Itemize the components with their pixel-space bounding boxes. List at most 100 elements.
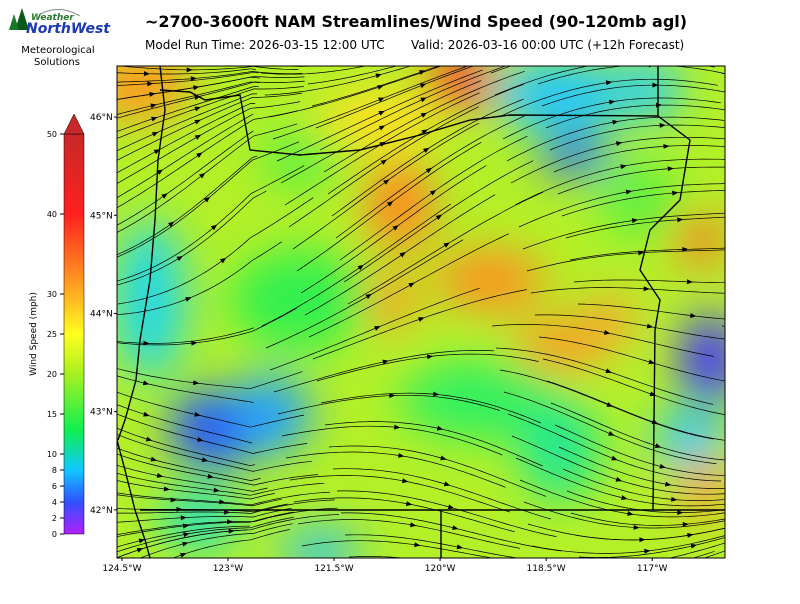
streamline-arrow bbox=[183, 532, 190, 538]
streamline bbox=[117, 511, 294, 537]
streamline bbox=[515, 457, 725, 507]
streamline-arrow bbox=[405, 501, 413, 507]
streamline bbox=[793, 421, 800, 469]
streamline bbox=[557, 166, 725, 195]
streamline-arrow bbox=[201, 457, 209, 463]
title: ~2700-3600ft NAM Streamlines/Wind Speed … bbox=[145, 12, 687, 31]
streamline bbox=[343, 160, 534, 283]
streamline-arrow bbox=[633, 524, 640, 530]
streamline bbox=[789, 400, 800, 447]
streamline-arrow bbox=[151, 131, 159, 137]
streamline-arrow bbox=[671, 496, 678, 502]
streamline bbox=[312, 289, 527, 360]
streamline-arrow bbox=[646, 323, 654, 329]
streamline-arrow bbox=[682, 521, 689, 527]
logo: Weather NorthWest Meteorological Solutio… bbox=[9, 8, 111, 68]
streamline bbox=[566, 490, 725, 513]
streamline bbox=[117, 130, 254, 226]
logo-word: NorthWest bbox=[26, 21, 111, 37]
streamline bbox=[117, 525, 250, 548]
streamline bbox=[117, 165, 305, 282]
streamline bbox=[117, 80, 305, 119]
streamline-arrow bbox=[378, 110, 385, 116]
streamline-arrow bbox=[386, 201, 394, 207]
streamline bbox=[311, 66, 441, 107]
streamlines bbox=[117, 44, 800, 558]
streamline bbox=[260, 66, 368, 75]
streamline bbox=[534, 314, 725, 340]
lon-label: 123°W bbox=[213, 564, 244, 574]
streamline bbox=[491, 324, 714, 357]
streamline-arrow bbox=[193, 85, 200, 91]
streamline-arrow bbox=[142, 380, 150, 386]
streamline bbox=[297, 519, 520, 549]
streamline-arrow bbox=[156, 169, 164, 175]
streamline bbox=[541, 84, 725, 107]
streamline bbox=[578, 537, 725, 558]
streamline bbox=[776, 114, 800, 135]
lon-label: 117°W bbox=[637, 564, 668, 574]
colorbar-extend bbox=[63, 113, 85, 135]
streamline-arrow bbox=[667, 166, 674, 172]
streamline bbox=[796, 157, 800, 238]
streamline bbox=[292, 122, 480, 250]
streamline bbox=[494, 66, 715, 96]
colorbar-tick-label: 0 bbox=[52, 530, 57, 539]
streamline bbox=[261, 203, 451, 327]
streamline bbox=[172, 529, 290, 558]
streamline-arrow bbox=[603, 66, 604, 67]
streamline-arrow bbox=[414, 542, 421, 548]
colorbar-label: Wind Speed (mph) bbox=[29, 292, 39, 376]
streamline-arrow bbox=[421, 129, 428, 135]
streamline bbox=[117, 103, 256, 174]
streamline bbox=[117, 155, 258, 256]
streamline-arrow bbox=[447, 504, 455, 510]
streamline bbox=[549, 124, 725, 151]
coastline bbox=[117, 66, 166, 441]
streamline bbox=[499, 369, 714, 440]
streamline bbox=[276, 69, 483, 162]
streamline-arrow bbox=[620, 164, 627, 170]
streamline bbox=[332, 468, 551, 520]
colorbar-tick-label: 4 bbox=[52, 498, 57, 507]
streamline bbox=[117, 327, 254, 344]
streamline bbox=[315, 66, 475, 129]
colorbar-tick-label: 30 bbox=[47, 290, 57, 299]
streamline bbox=[724, 95, 725, 96]
streamline bbox=[495, 347, 714, 405]
streamline bbox=[522, 212, 725, 250]
streamline bbox=[726, 305, 800, 351]
streamline bbox=[117, 491, 331, 506]
streamline-arrow bbox=[197, 436, 204, 442]
streamline bbox=[738, 381, 800, 417]
streamline-arrow bbox=[229, 60, 235, 65]
logo-tagline: Solutions bbox=[34, 57, 80, 68]
streamline bbox=[272, 66, 469, 140]
streamline bbox=[737, 139, 800, 163]
lon-label: 124.5°W bbox=[102, 564, 141, 574]
colorbar-tick-label: 25 bbox=[47, 330, 57, 339]
streamline bbox=[507, 413, 722, 482]
streamline bbox=[550, 402, 725, 461]
streamline bbox=[502, 97, 721, 140]
streamline bbox=[554, 424, 725, 476]
colorbar-tick-label: 40 bbox=[47, 210, 57, 219]
streamline-arrow bbox=[689, 44, 695, 49]
streamline bbox=[117, 92, 303, 161]
streamline bbox=[769, 265, 800, 338]
streamline bbox=[537, 66, 725, 85]
streamline bbox=[668, 542, 725, 558]
colorbar-tick-label: 2 bbox=[52, 514, 57, 523]
streamline bbox=[117, 86, 259, 132]
streamline bbox=[511, 435, 725, 495]
streamline-arrow bbox=[194, 106, 201, 112]
streamline-arrow bbox=[378, 97, 385, 103]
streamline-arrow bbox=[383, 179, 390, 185]
streamline bbox=[320, 392, 542, 424]
streamline-arrow bbox=[378, 125, 386, 131]
streamline-arrow bbox=[648, 359, 655, 365]
streamline bbox=[745, 157, 800, 206]
streamline bbox=[761, 217, 800, 293]
streamline-arrow bbox=[638, 250, 645, 256]
